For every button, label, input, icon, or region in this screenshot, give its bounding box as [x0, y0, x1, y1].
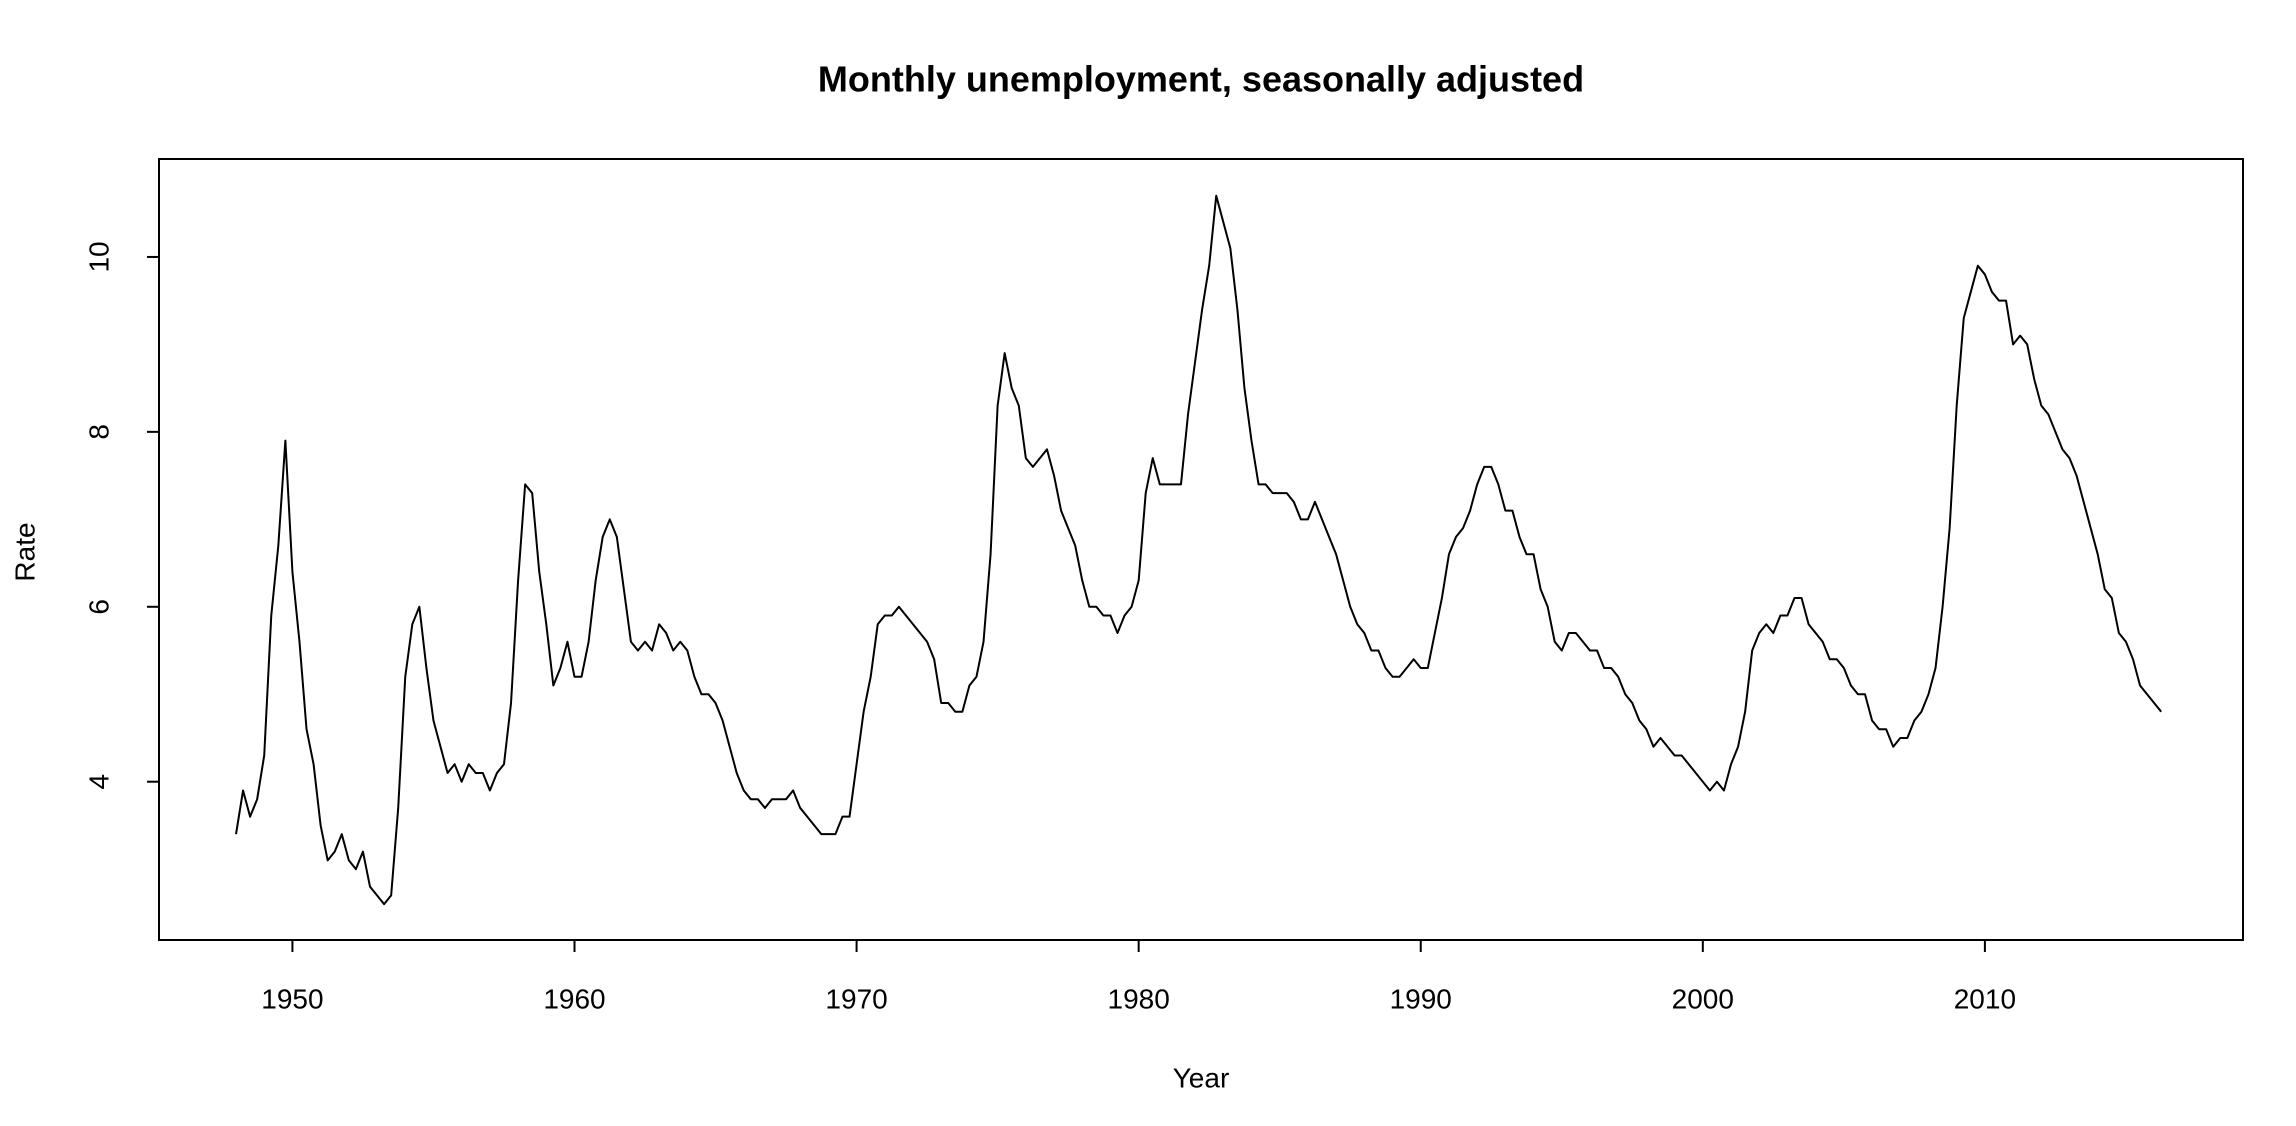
- chart-title: Monthly unemployment, seasonally adjuste…: [818, 59, 1584, 100]
- x-axis-label: Year: [1173, 1062, 1230, 1093]
- x-tick-label: 1970: [825, 983, 887, 1014]
- y-tick-label: 10: [83, 241, 114, 272]
- x-tick-label: 1990: [1390, 983, 1452, 1014]
- x-tick-label: 1960: [543, 983, 605, 1014]
- y-tick-label: 4: [83, 774, 114, 790]
- x-tick-label: 2010: [1954, 983, 2016, 1014]
- data-line: [235, 194, 2162, 906]
- x-tick-label: 2000: [1672, 983, 1734, 1014]
- plot-frame: [158, 158, 2244, 941]
- y-tick-label: 6: [83, 599, 114, 615]
- x-tick-label: 1980: [1108, 983, 1170, 1014]
- y-tick-label: 8: [83, 424, 114, 440]
- x-tick-label: 1950: [261, 983, 323, 1014]
- y-axis-label: Rate: [9, 522, 40, 581]
